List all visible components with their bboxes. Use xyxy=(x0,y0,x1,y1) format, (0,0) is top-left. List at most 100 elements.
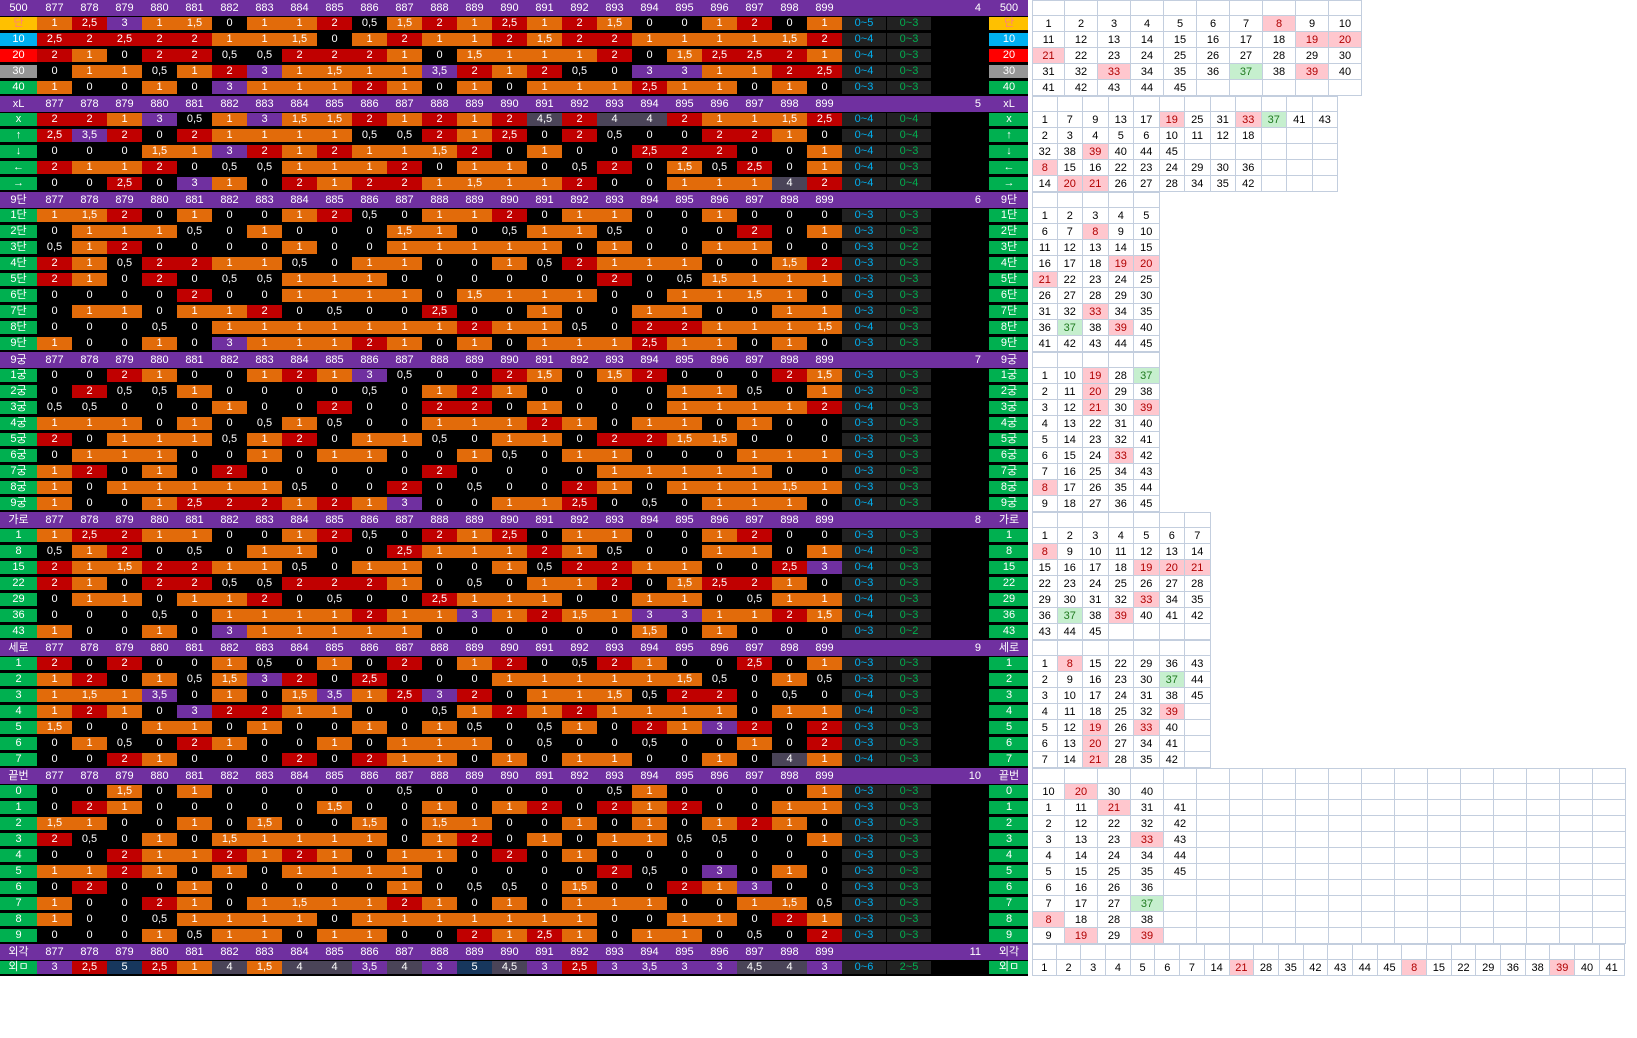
panel-empty-cell[interactable] xyxy=(1329,832,1362,848)
grid-cell[interactable]: 1 xyxy=(702,705,737,718)
panel-number-cell[interactable]: 14 xyxy=(1032,176,1058,192)
grid-cell[interactable]: 0 xyxy=(527,897,562,910)
panel-number-cell[interactable]: 43 xyxy=(1098,80,1131,96)
grid-cell[interactable]: 0 xyxy=(807,497,842,510)
grid-cell[interactable]: 0 xyxy=(422,369,457,382)
grid-cell[interactable]: 2 xyxy=(457,929,492,942)
grid-cell[interactable]: 2 xyxy=(632,433,667,446)
grid-cell[interactable]: 2 xyxy=(562,481,597,494)
grid-cell[interactable]: 0,5 xyxy=(72,401,107,414)
grid-cell[interactable]: 2 xyxy=(667,689,702,702)
panel-number-cell[interactable]: 32 xyxy=(1108,592,1134,608)
grid-cell[interactable]: 0 xyxy=(457,273,492,286)
grid-cell[interactable]: 1 xyxy=(37,81,72,94)
panel-number-cell[interactable]: 32 xyxy=(1065,64,1098,80)
grid-cell[interactable]: 0 xyxy=(387,529,422,542)
panel-number-cell[interactable]: 12 xyxy=(1057,240,1083,256)
panel-number-cell[interactable]: 19 xyxy=(1159,112,1185,128)
grid-cell[interactable]: 1 xyxy=(142,673,177,686)
grid-cell[interactable]: 0 xyxy=(422,257,457,270)
grid-cell[interactable]: 1 xyxy=(527,401,562,414)
grid-cell[interactable]: 0 xyxy=(317,241,352,254)
grid-cell[interactable]: 2 xyxy=(212,497,247,510)
grid-cell[interactable]: 1 xyxy=(457,545,492,558)
panel-number-cell[interactable]: 11 xyxy=(1057,704,1083,720)
panel-number-cell[interactable]: 26 xyxy=(1134,576,1160,592)
panel-empty-cell[interactable] xyxy=(1395,880,1428,896)
grid-cell[interactable]: 1 xyxy=(247,833,282,846)
panel-empty-cell[interactable] xyxy=(1501,944,1526,960)
panel-empty-cell[interactable] xyxy=(1593,848,1626,864)
panel-number-cell[interactable]: 14 xyxy=(1065,848,1098,864)
grid-cell[interactable]: 0 xyxy=(597,385,632,398)
grid-cell[interactable]: 0 xyxy=(632,577,667,590)
panel-empty-cell[interactable] xyxy=(1362,800,1395,816)
panel-number-cell[interactable]: 6 xyxy=(1134,128,1160,144)
grid-cell[interactable]: 2 xyxy=(352,113,387,126)
grid-cell[interactable]: 0 xyxy=(212,529,247,542)
grid-cell[interactable]: 1 xyxy=(667,337,702,350)
grid-cell[interactable]: 1 xyxy=(737,481,772,494)
panel-number-cell[interactable]: 7 xyxy=(1032,464,1058,480)
grid-cell[interactable]: 0 xyxy=(492,145,527,158)
grid-cell[interactable]: 0 xyxy=(212,385,247,398)
grid-cell[interactable]: 1 xyxy=(772,801,807,814)
grid-cell[interactable]: 1 xyxy=(737,321,772,334)
grid-cell[interactable]: 1 xyxy=(702,401,737,414)
grid-cell[interactable]: 3 xyxy=(212,625,247,638)
panel-empty-cell[interactable] xyxy=(1428,848,1461,864)
grid-cell[interactable]: 3 xyxy=(807,561,842,574)
grid-cell[interactable]: 1 xyxy=(142,337,177,350)
panel-number-cell[interactable]: 25 xyxy=(1108,704,1134,720)
grid-cell[interactable]: 0,5 xyxy=(702,673,737,686)
grid-cell[interactable]: 1 xyxy=(422,545,457,558)
panel-number-cell[interactable]: 23 xyxy=(1108,672,1134,688)
grid-cell[interactable]: 1 xyxy=(247,929,282,942)
grid-cell[interactable]: 2 xyxy=(597,273,632,286)
grid-cell[interactable]: 1 xyxy=(282,913,317,926)
grid-cell[interactable]: 2 xyxy=(352,177,387,190)
grid-cell[interactable]: 2,5 xyxy=(807,113,842,126)
grid-cell[interactable]: 1 xyxy=(142,81,177,94)
panel-number-cell[interactable]: 39 xyxy=(1131,928,1164,944)
panel-empty-cell[interactable] xyxy=(1575,944,1600,960)
grid-cell[interactable]: 0,5 xyxy=(177,673,212,686)
panel-number-cell[interactable]: 20 xyxy=(1083,736,1109,752)
grid-cell[interactable]: 0 xyxy=(597,177,632,190)
grid-cell[interactable]: 1 xyxy=(527,17,562,30)
panel-number-cell[interactable]: 2 xyxy=(1065,16,1098,32)
panel-empty-cell[interactable] xyxy=(1197,768,1230,784)
panel-empty-cell[interactable] xyxy=(1083,512,1109,528)
grid-cell[interactable]: 0 xyxy=(177,241,212,254)
panel-number-cell[interactable]: 5 xyxy=(1032,864,1065,880)
grid-cell[interactable]: 1 xyxy=(72,449,107,462)
grid-cell[interactable]: 1 xyxy=(72,737,107,750)
grid-cell[interactable]: 1 xyxy=(492,321,527,334)
grid-cell[interactable]: 2 xyxy=(282,849,317,862)
grid-cell[interactable]: 0 xyxy=(632,529,667,542)
grid-cell[interactable]: 1 xyxy=(212,865,247,878)
panel-number-cell[interactable]: 10 xyxy=(1159,128,1185,144)
panel-number-cell[interactable]: 38 xyxy=(1057,144,1083,160)
panel-empty-cell[interactable] xyxy=(1230,80,1263,96)
grid-cell[interactable]: 1 xyxy=(702,289,737,302)
grid-cell[interactable]: 0 xyxy=(107,289,142,302)
grid-cell[interactable]: 3 xyxy=(422,689,457,702)
grid-cell[interactable]: 1 xyxy=(177,849,212,862)
grid-cell[interactable]: 0 xyxy=(632,385,667,398)
grid-cell[interactable]: 2 xyxy=(212,849,247,862)
panel-number-cell[interactable]: 38 xyxy=(1525,960,1551,976)
grid-cell[interactable]: 2 xyxy=(387,657,422,670)
panel-empty-cell[interactable] xyxy=(1527,896,1560,912)
grid-cell[interactable]: 0 xyxy=(527,129,562,142)
panel-number-cell[interactable]: 30 xyxy=(1098,784,1131,800)
grid-cell[interactable]: 0 xyxy=(177,321,212,334)
grid-cell[interactable]: 1 xyxy=(457,737,492,750)
grid-cell[interactable]: 0 xyxy=(527,881,562,894)
panel-empty-cell[interactable] xyxy=(1494,832,1527,848)
panel-number-cell[interactable]: 9 xyxy=(1032,496,1058,512)
panel-number-cell[interactable]: 21 xyxy=(1083,752,1109,768)
grid-cell[interactable]: 0,5 xyxy=(282,257,317,270)
grid-cell[interactable]: 0 xyxy=(527,529,562,542)
grid-cell[interactable]: 1 xyxy=(37,465,72,478)
